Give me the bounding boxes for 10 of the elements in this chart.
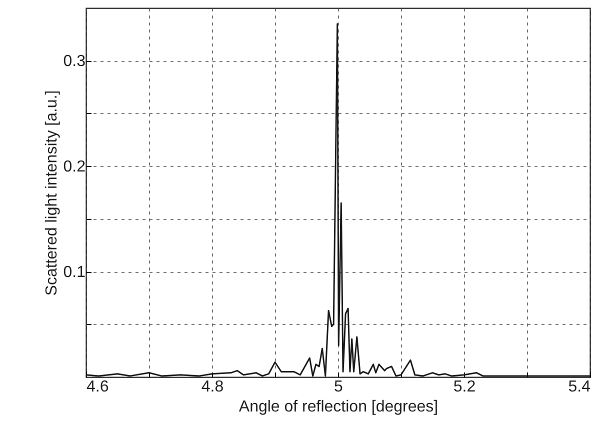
x-axis-title: Angle of reflection [degrees] (238, 398, 438, 416)
y-tick-label: 0.1 (63, 264, 86, 282)
y-axis-title: Scattered light intensity [a.u.] (43, 90, 60, 296)
x-tick-label: 5.2 (453, 378, 476, 396)
y-tick-label: 0.3 (63, 53, 86, 70)
y-tick-label: 0.2 (63, 158, 86, 176)
x-tick-label: 5 (334, 378, 344, 396)
x-tick-label: 5.4 (568, 378, 591, 396)
x-tick-label: 4.8 (201, 378, 224, 396)
x-tick-label: 4.6 (86, 378, 109, 396)
